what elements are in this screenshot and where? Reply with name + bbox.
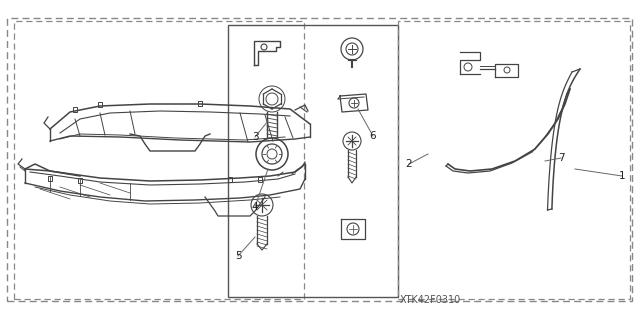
Text: 1: 1 <box>619 171 625 181</box>
Text: XTK42F0310: XTK42F0310 <box>399 295 461 305</box>
Text: 4: 4 <box>252 202 259 212</box>
Text: 2: 2 <box>406 159 412 169</box>
Bar <box>398 21 630 299</box>
Text: 7: 7 <box>557 153 564 163</box>
Text: 6: 6 <box>370 131 376 141</box>
Text: 5: 5 <box>235 251 241 261</box>
Bar <box>7 18 632 301</box>
Bar <box>14 21 304 299</box>
Bar <box>228 25 398 297</box>
Text: 3: 3 <box>252 132 259 142</box>
